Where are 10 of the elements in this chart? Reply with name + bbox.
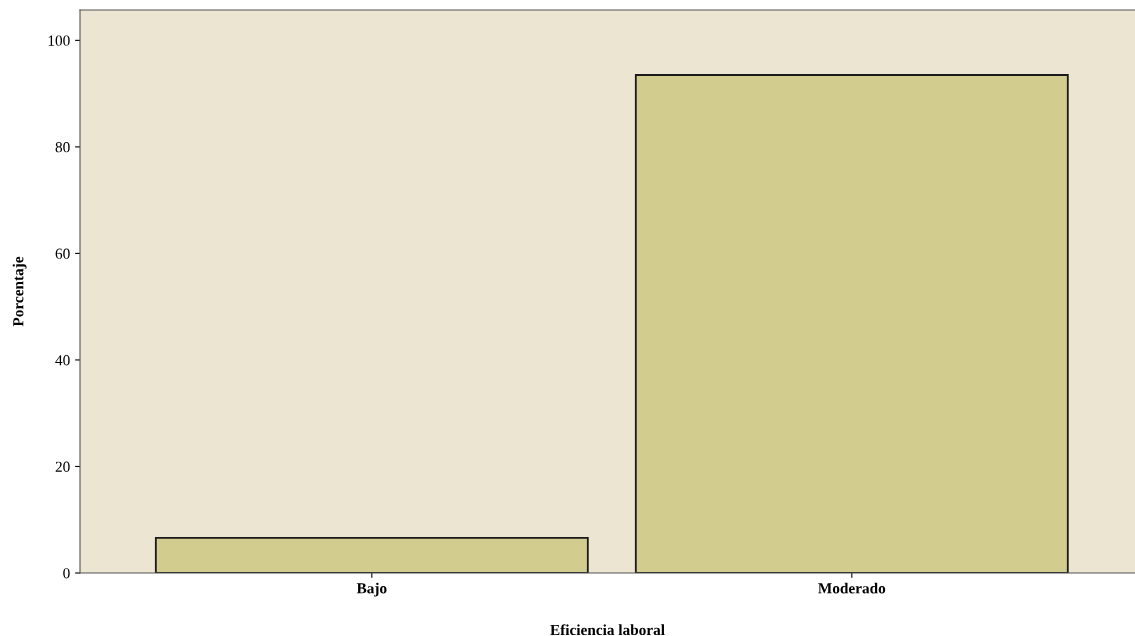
y-axis-title: Porcentaje <box>12 256 27 327</box>
x-tick-label: Bajo <box>356 582 387 597</box>
x-tick-label: Moderado <box>818 582 886 594</box>
y-tick-label: 60 <box>55 248 70 259</box>
x-axis-title: Eficiencia laboral <box>550 624 665 636</box>
y-tick-label: 20 <box>55 461 70 472</box>
y-tick-label: 100 <box>48 35 70 46</box>
y-tick-label: 80 <box>55 142 70 153</box>
y-tick-label: 0 <box>63 568 70 579</box>
y-tick-label: 40 <box>55 355 70 366</box>
